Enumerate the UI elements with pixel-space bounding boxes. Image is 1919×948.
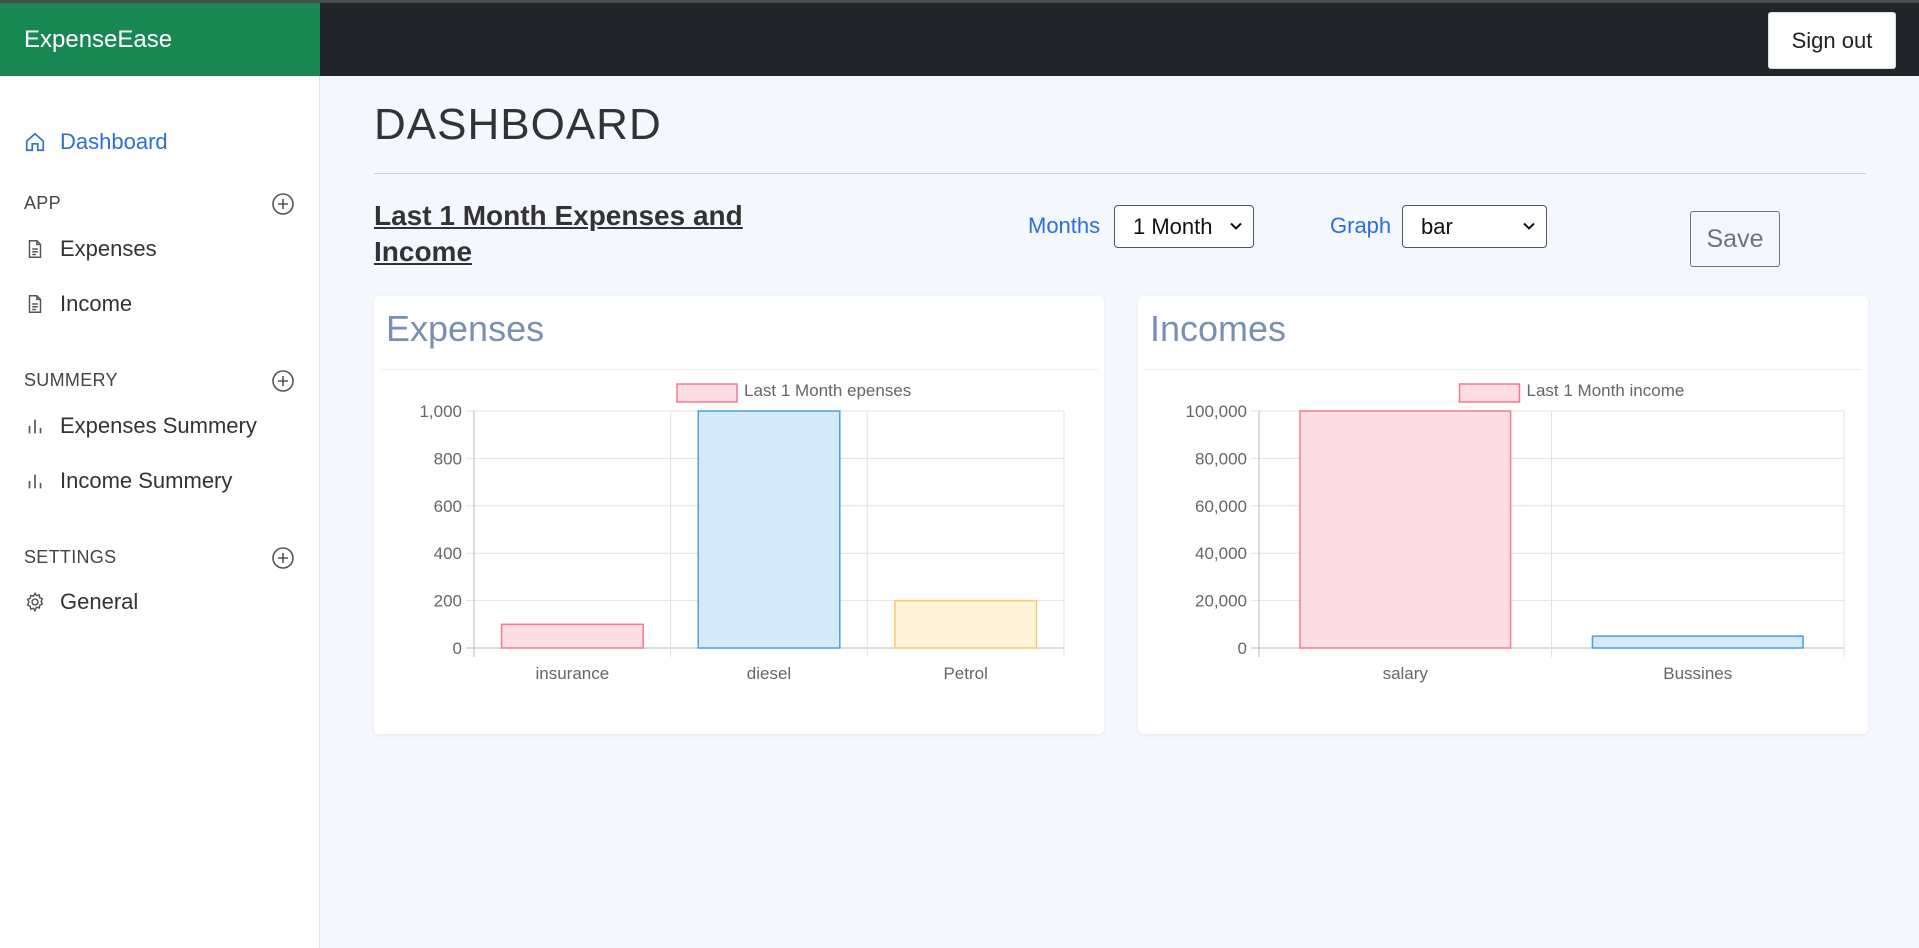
x-tick-label: Petrol — [943, 664, 987, 683]
bar-insurance[interactable] — [500, 623, 644, 649]
y-tick-label: 40,000 — [1195, 544, 1247, 563]
incomes-bar-chart: Last 1 Month income 0 20,000 40,000 60,000 80… — [1186, 381, 1845, 683]
x-tick-label: diesel — [747, 664, 791, 683]
page-title: DASHBOARD — [374, 100, 662, 149]
graph-select[interactable]: bar — [1402, 205, 1547, 248]
y-tick-label: 800 — [434, 449, 462, 468]
card-divider — [380, 369, 1098, 370]
chevron-down-icon — [1523, 222, 1535, 230]
home-icon — [25, 132, 45, 152]
months-select[interactable]: 1 Month — [1114, 205, 1254, 248]
legend-label: Last 1 Month income — [1527, 381, 1685, 400]
gear-icon — [26, 591, 44, 613]
chevron-down-icon — [1230, 222, 1242, 230]
sidebar-item-label: Expenses — [60, 236, 157, 261]
legend-swatch — [1458, 383, 1521, 403]
document-icon — [28, 240, 42, 258]
y-tick-label: 80,000 — [1195, 449, 1247, 468]
y-tick-label: 60,000 — [1195, 497, 1247, 516]
top-navbar: ExpenseEase Sign out — [0, 0, 1919, 76]
sidebar-item-dashboard[interactable]: Dashboard — [24, 127, 168, 157]
y-tick-label: 200 — [434, 592, 462, 611]
sidebar-item-label: Income — [60, 291, 133, 316]
divider — [374, 173, 1866, 174]
sidebar-item-label: Dashboard — [60, 129, 168, 154]
y-tick-label: 20,000 — [1195, 592, 1247, 611]
add-circle-icon[interactable] — [271, 546, 295, 570]
sign-out-button[interactable]: Sign out — [1768, 12, 1896, 69]
graph-label: Graph — [1330, 213, 1392, 238]
bar-salary[interactable] — [1299, 410, 1512, 649]
incomes-card: Incomes Last 1 Month income 0 20,000 40,000… — [1138, 296, 1868, 734]
x-tick-label: Bussines — [1663, 664, 1732, 683]
x-tick-label: insurance — [535, 664, 609, 683]
bar-chart-icon — [28, 419, 42, 434]
y-tick-label: 1,000 — [419, 402, 462, 421]
y-tick-label: 100,000 — [1186, 402, 1247, 421]
brand-logo[interactable]: ExpenseEase — [0, 3, 320, 76]
legend-swatch — [676, 383, 738, 403]
sidebar: Dashboard APP Expenses Income SUMMERY Ex… — [0, 76, 320, 948]
expenses-card: Expenses Last 1 Month epenses 0 200 400 600 8… — [374, 296, 1104, 734]
x-tick-label: salary — [1383, 664, 1429, 683]
sidebar-item-income[interactable]: Income — [24, 289, 132, 319]
chart-legend: Last 1 Month income — [1458, 381, 1685, 403]
sidebar-item-income-summery[interactable]: Income Summery — [24, 466, 232, 496]
bar-bussines[interactable] — [1591, 635, 1804, 649]
document-icon — [28, 295, 42, 313]
bar-diesel[interactable] — [697, 410, 841, 649]
bar-chart-icon — [28, 474, 42, 489]
sidebar-heading-summery: SUMMERY — [24, 370, 118, 390]
months-select-value: 1 Month — [1133, 213, 1213, 239]
graph-select-value: bar — [1421, 213, 1453, 239]
y-tick-label: 400 — [434, 544, 462, 563]
sidebar-heading-settings: SETTINGS — [24, 547, 117, 567]
add-circle-icon[interactable] — [271, 192, 295, 216]
expenses-bar-chart: Last 1 Month epenses 0 200 400 600 800 1,000 in… — [419, 381, 1065, 683]
sidebar-item-label: Income Summery — [60, 468, 233, 493]
bar-petrol[interactable] — [894, 599, 1038, 649]
add-circle-icon[interactable] — [271, 369, 295, 393]
y-tick-label: 600 — [434, 497, 462, 516]
sidebar-item-label: Expenses Summery — [60, 413, 257, 438]
sidebar-heading-app: APP — [24, 193, 61, 213]
chart-legend: Last 1 Month epenses — [676, 381, 911, 403]
card-title: Expenses — [386, 308, 545, 349]
y-tick-label: 0 — [1238, 639, 1247, 658]
months-label: Months — [1028, 213, 1101, 238]
legend-label: Last 1 Month epenses — [744, 381, 911, 400]
card-title: Incomes — [1150, 308, 1287, 349]
section-title: Last 1 Month Expenses and Income — [374, 200, 743, 267]
card-divider — [1144, 369, 1862, 370]
sidebar-item-expenses[interactable]: Expenses — [24, 234, 157, 264]
sidebar-item-expenses-summery[interactable]: Expenses Summery — [24, 411, 257, 441]
sidebar-item-general[interactable]: General — [24, 587, 138, 617]
save-button[interactable]: Save — [1690, 211, 1780, 267]
sidebar-item-label: General — [60, 589, 139, 614]
y-tick-label: 0 — [453, 639, 462, 658]
